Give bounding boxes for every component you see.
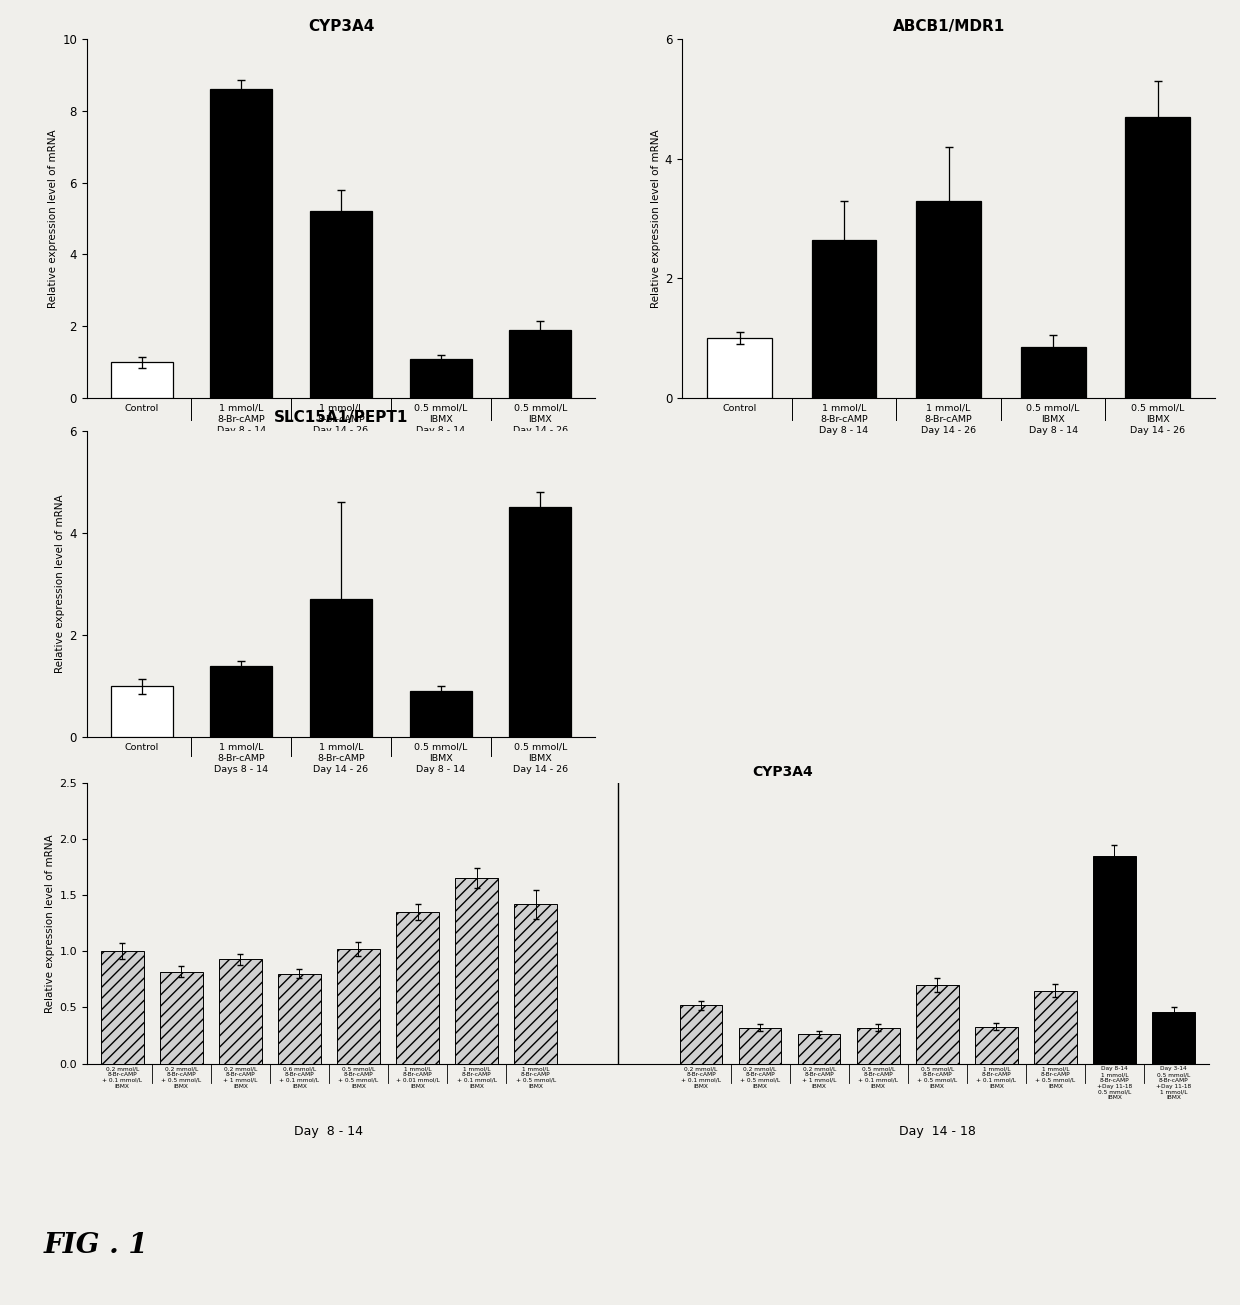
Bar xyxy=(110,686,172,737)
Bar xyxy=(409,359,471,398)
Title: ABCB1/MDR1: ABCB1/MDR1 xyxy=(893,18,1004,34)
Bar xyxy=(1094,856,1136,1064)
Bar xyxy=(455,878,498,1064)
Title: SLC15A1/PEPT1: SLC15A1/PEPT1 xyxy=(274,410,408,425)
Bar xyxy=(211,90,273,398)
Y-axis label: Relative expression level of mRNA: Relative expression level of mRNA xyxy=(45,834,55,1013)
Bar xyxy=(100,951,144,1064)
Bar xyxy=(1125,117,1190,398)
Bar xyxy=(337,949,379,1064)
Bar xyxy=(515,904,557,1064)
Y-axis label: Relative expression level of mRNA: Relative expression level of mRNA xyxy=(56,495,66,673)
Bar xyxy=(211,666,273,737)
Title: CYP3A4: CYP3A4 xyxy=(753,765,813,779)
Bar xyxy=(310,211,372,398)
Text: Day  8 - 14: Day 8 - 14 xyxy=(294,1125,363,1138)
Text: Day  14 - 18: Day 14 - 18 xyxy=(899,1125,976,1138)
Bar xyxy=(739,1027,781,1064)
Y-axis label: Relative expression level of mRNA: Relative expression level of mRNA xyxy=(651,129,661,308)
Bar xyxy=(219,959,262,1064)
Bar xyxy=(510,508,572,737)
Bar xyxy=(110,361,172,398)
Bar xyxy=(1034,990,1076,1064)
Bar xyxy=(1021,347,1085,398)
Bar xyxy=(310,599,372,737)
Bar xyxy=(797,1035,841,1064)
Bar xyxy=(1152,1011,1195,1064)
Bar xyxy=(916,985,959,1064)
Bar xyxy=(916,201,981,398)
Bar xyxy=(397,912,439,1064)
Y-axis label: Relative expression level of mRNA: Relative expression level of mRNA xyxy=(48,129,58,308)
Bar xyxy=(857,1027,899,1064)
Bar xyxy=(975,1027,1018,1064)
Bar xyxy=(160,971,202,1064)
Bar xyxy=(680,1005,723,1064)
Bar xyxy=(278,974,321,1064)
Bar xyxy=(510,330,572,398)
Bar xyxy=(812,240,877,398)
Bar xyxy=(707,338,773,398)
Bar xyxy=(409,692,471,737)
Title: CYP3A4: CYP3A4 xyxy=(308,18,374,34)
Text: FIG . 1: FIG . 1 xyxy=(43,1232,148,1259)
